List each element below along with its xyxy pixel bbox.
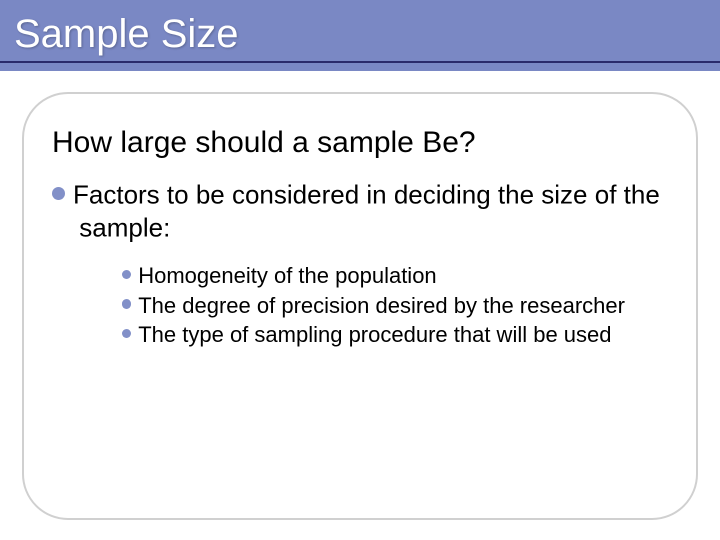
- bullet-level1: Factors to be considered in deciding the…: [52, 178, 662, 244]
- bullet-level2-group: Homogeneity of the population The degree…: [52, 262, 662, 349]
- bullet-level2: The degree of precision desired by the r…: [122, 292, 662, 320]
- slide-title: Sample Size: [14, 12, 720, 57]
- bullet-level2-text: The degree of precision desired by the r…: [138, 292, 625, 317]
- bullet-icon: [122, 329, 131, 338]
- bullet-level2-text: Homogeneity of the population: [138, 263, 436, 288]
- bullet-level2: The type of sampling procedure that will…: [122, 321, 662, 349]
- slide-heading: How large should a sample Be?: [52, 126, 662, 160]
- bullet-level2-text: The type of sampling procedure that will…: [138, 322, 611, 347]
- bullet-level1-text: Factors to be considered in deciding the…: [73, 179, 660, 242]
- title-header-band: Sample Size: [0, 0, 720, 71]
- bullet-icon: [122, 270, 131, 279]
- bullet-icon: [52, 187, 65, 200]
- bullet-icon: [122, 299, 131, 308]
- content-panel: How large should a sample Be? Factors to…: [22, 92, 698, 520]
- bullet-level2: Homogeneity of the population: [122, 262, 662, 290]
- title-underline: [0, 61, 720, 63]
